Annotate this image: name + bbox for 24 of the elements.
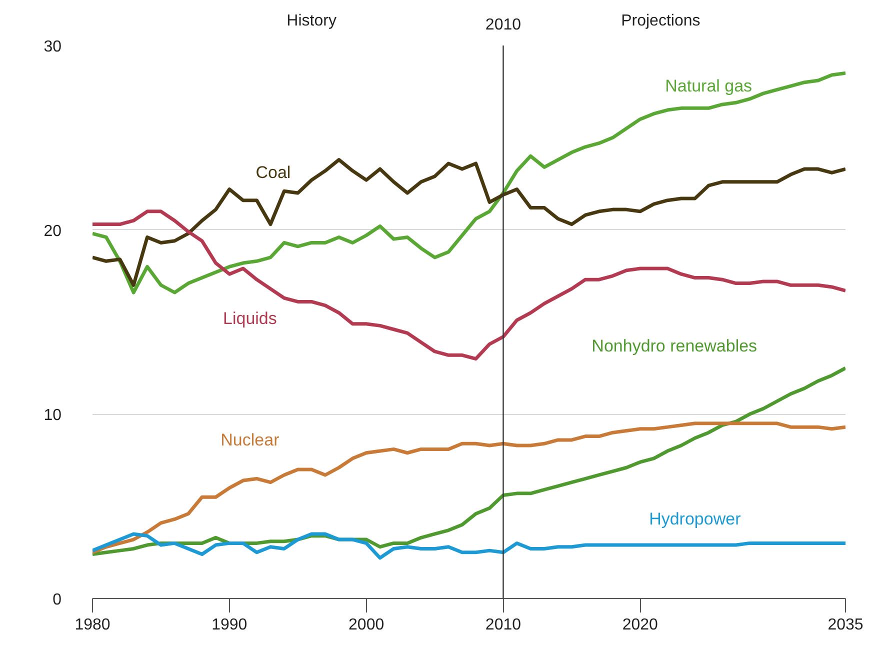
ref-line-label: 2010 <box>485 16 522 34</box>
series-label: Natural gas <box>665 76 752 96</box>
y-tick-label: 20 <box>44 222 62 240</box>
x-tick-label: 1990 <box>212 616 248 634</box>
series-label: Nuclear <box>220 430 280 450</box>
x-tick-label: 2000 <box>348 616 384 634</box>
y-tick-label: 10 <box>44 407 62 424</box>
line-series <box>92 158 846 287</box>
text: History <box>286 12 336 30</box>
text: Projections <box>621 12 700 30</box>
line-series <box>92 422 846 554</box>
line-series <box>92 71 846 294</box>
x-tick-label: 2010 <box>485 616 522 634</box>
y-tick-label: 30 <box>44 38 62 56</box>
series-label: Coal <box>256 163 291 182</box>
x-tick-label: 1980 <box>74 616 110 634</box>
series-label: Liquids <box>223 308 277 328</box>
text: Nonhydro renewables <box>592 336 758 356</box>
x-tick-label: 2035 <box>828 616 864 634</box>
series-label: Hydropower <box>649 510 742 529</box>
y-tick-label: 0 <box>52 592 62 608</box>
x-tick-label: 2020 <box>622 616 658 634</box>
line-series <box>92 532 846 560</box>
line-series <box>92 210 846 361</box>
